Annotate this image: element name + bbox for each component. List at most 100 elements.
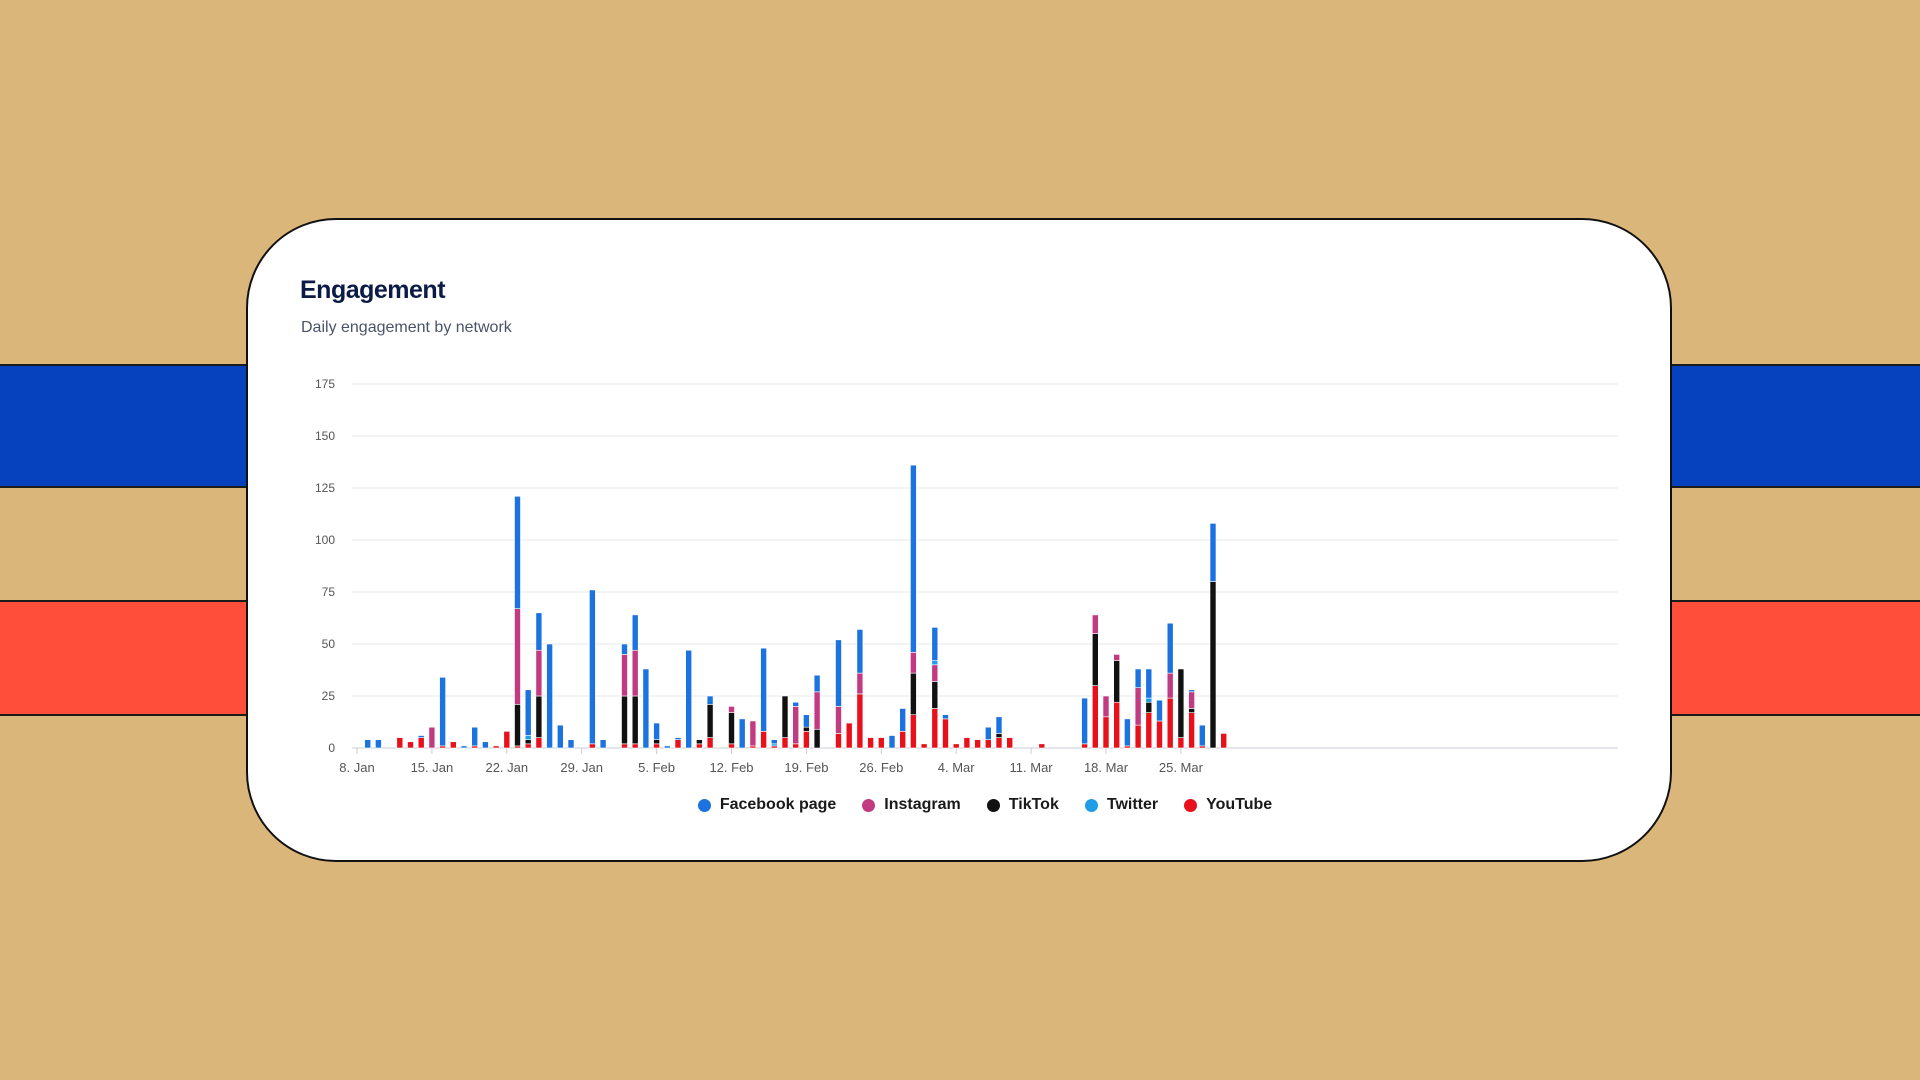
bar-segment-instagram bbox=[514, 608, 521, 705]
bar-segment-facebook-page bbox=[685, 649, 693, 749]
y-tick-label: 150 bbox=[315, 429, 335, 443]
bar-segment-facebook-page bbox=[375, 739, 382, 749]
bar-segment-facebook-page bbox=[482, 741, 489, 749]
bar-segment-youtube bbox=[1199, 745, 1206, 749]
bar-segment-facebook-page bbox=[856, 629, 864, 674]
bar-segment-tiktok bbox=[524, 739, 532, 745]
bar-segment-facebook-page bbox=[803, 714, 810, 728]
bar-segment-youtube bbox=[706, 737, 714, 749]
bar-segment-twitter bbox=[1145, 697, 1153, 703]
bar-segment-instagram bbox=[621, 654, 628, 697]
bar-segment-tiktok bbox=[910, 672, 917, 716]
legend-dot-tiktok bbox=[986, 798, 1000, 812]
bar-segment-tiktok bbox=[1113, 660, 1120, 703]
legend-item-tiktok[interactable]: TikTok bbox=[986, 796, 1059, 814]
bar-segment-tiktok bbox=[1177, 668, 1185, 738]
bar-segment-instagram bbox=[749, 720, 757, 747]
bar-segment-tiktok bbox=[931, 681, 939, 709]
y-tick-label: 0 bbox=[328, 741, 335, 755]
bar-segment-youtube bbox=[407, 741, 414, 749]
x-tick-label: 4. Mar bbox=[938, 760, 976, 775]
bar-segment-youtube bbox=[396, 737, 404, 749]
bar-segment-youtube bbox=[910, 714, 917, 749]
bar-segment-facebook-page bbox=[599, 739, 607, 749]
legend-item-twitter[interactable]: Twitter bbox=[1084, 796, 1159, 814]
bar-segment-youtube bbox=[621, 743, 628, 749]
bar-segment-youtube bbox=[899, 731, 907, 749]
bar-segment-youtube bbox=[749, 745, 757, 749]
bar-segment-instagram bbox=[1113, 654, 1120, 661]
chart-legend: Facebook page Instagram TikTok Twitter Y… bbox=[0, 796, 1920, 814]
bar-segment-instagram bbox=[835, 706, 842, 734]
bar-segment-youtube bbox=[877, 737, 885, 749]
bar-segment-youtube bbox=[1188, 712, 1195, 749]
legend-dot-twitter bbox=[1084, 798, 1098, 812]
bar-segment-facebook-page bbox=[567, 739, 575, 749]
bar-segment-facebook-page bbox=[471, 726, 479, 747]
y-tick-label: 125 bbox=[315, 481, 335, 495]
bar-segment-youtube bbox=[931, 708, 939, 749]
bar-segment-facebook-page bbox=[524, 689, 532, 736]
bar-segment-facebook-page bbox=[984, 726, 992, 740]
bar-segment-tiktok bbox=[535, 695, 543, 738]
bar-segment-facebook-page bbox=[813, 674, 821, 693]
legend-item-youtube[interactable]: YouTube bbox=[1184, 796, 1272, 814]
y-tick-label: 25 bbox=[322, 689, 336, 703]
x-tick-label: 15. Jan bbox=[411, 760, 454, 775]
bar-segment-facebook-page bbox=[760, 647, 767, 732]
bar-segment-youtube bbox=[1038, 743, 1046, 749]
bar-segment-tiktok bbox=[696, 739, 703, 745]
bar-segment-youtube bbox=[492, 745, 500, 749]
bar-segment-youtube bbox=[1166, 697, 1174, 749]
bar-segment-facebook-page bbox=[888, 735, 896, 749]
bar-segment-instagram bbox=[1188, 691, 1195, 709]
legend-item-instagram[interactable]: Instagram bbox=[862, 796, 961, 814]
bar-segment-youtube bbox=[760, 731, 767, 749]
bar-segment-tiktok bbox=[1092, 633, 1099, 686]
bar-segment-youtube bbox=[974, 739, 981, 749]
bar-segment-facebook-page bbox=[631, 614, 639, 651]
bar-segment-youtube bbox=[1145, 712, 1153, 749]
bar-segment-instagram bbox=[428, 726, 436, 749]
bar-segment-youtube bbox=[514, 745, 521, 749]
legend-item-facebook-page[interactable]: Facebook page bbox=[697, 796, 836, 814]
bar-segment-facebook-page bbox=[835, 639, 842, 707]
bar-segment-youtube bbox=[653, 743, 660, 749]
chart-title: Engagement bbox=[300, 276, 446, 304]
bar-segment-tiktok bbox=[653, 739, 660, 745]
x-tick-label: 5. Feb bbox=[638, 760, 675, 775]
bar-segment-facebook-page bbox=[364, 739, 372, 749]
bar-segment-youtube bbox=[920, 743, 928, 749]
bar-segment-facebook-page bbox=[995, 716, 1003, 734]
bar-segment-youtube bbox=[1113, 701, 1120, 749]
bar-segment-instagram bbox=[631, 649, 639, 697]
bar-segment-facebook-page bbox=[556, 724, 564, 749]
bar-segment-facebook-page bbox=[674, 737, 682, 740]
bar-segment-youtube bbox=[792, 743, 800, 749]
bar-segment-youtube bbox=[631, 743, 639, 749]
bar-segment-youtube bbox=[535, 737, 543, 749]
bar-segment-tiktok bbox=[728, 712, 735, 745]
bar-segment-youtube bbox=[781, 737, 789, 749]
bar-segment-facebook-page bbox=[535, 612, 543, 651]
x-tick-label: 26. Feb bbox=[859, 760, 903, 775]
bar-segment-youtube bbox=[503, 731, 511, 749]
legend-label-twitter: Twitter bbox=[1106, 796, 1159, 813]
legend-label-youtube: YouTube bbox=[1206, 796, 1273, 813]
bar-segment-tiktok bbox=[621, 695, 628, 745]
bar-segment-instagram bbox=[856, 672, 864, 695]
bar-segment-facebook-page bbox=[1134, 668, 1142, 688]
bar-segment-facebook-page bbox=[1145, 668, 1153, 699]
bar-segment-facebook-page bbox=[910, 464, 917, 653]
bar-segment-instagram bbox=[813, 691, 821, 730]
bar-segment-youtube bbox=[1156, 720, 1163, 749]
legend-label-tiktok: TikTok bbox=[1008, 796, 1059, 813]
bar-segment-facebook-page bbox=[770, 739, 778, 745]
bar-segment-facebook-page bbox=[899, 708, 907, 732]
bar-segment-youtube bbox=[1092, 685, 1099, 749]
bar-segment-tiktok bbox=[631, 695, 639, 745]
bar-segment-youtube bbox=[1177, 737, 1185, 749]
x-tick-label: 11. Mar bbox=[1010, 760, 1054, 775]
bar-segment-instagram bbox=[535, 649, 543, 697]
